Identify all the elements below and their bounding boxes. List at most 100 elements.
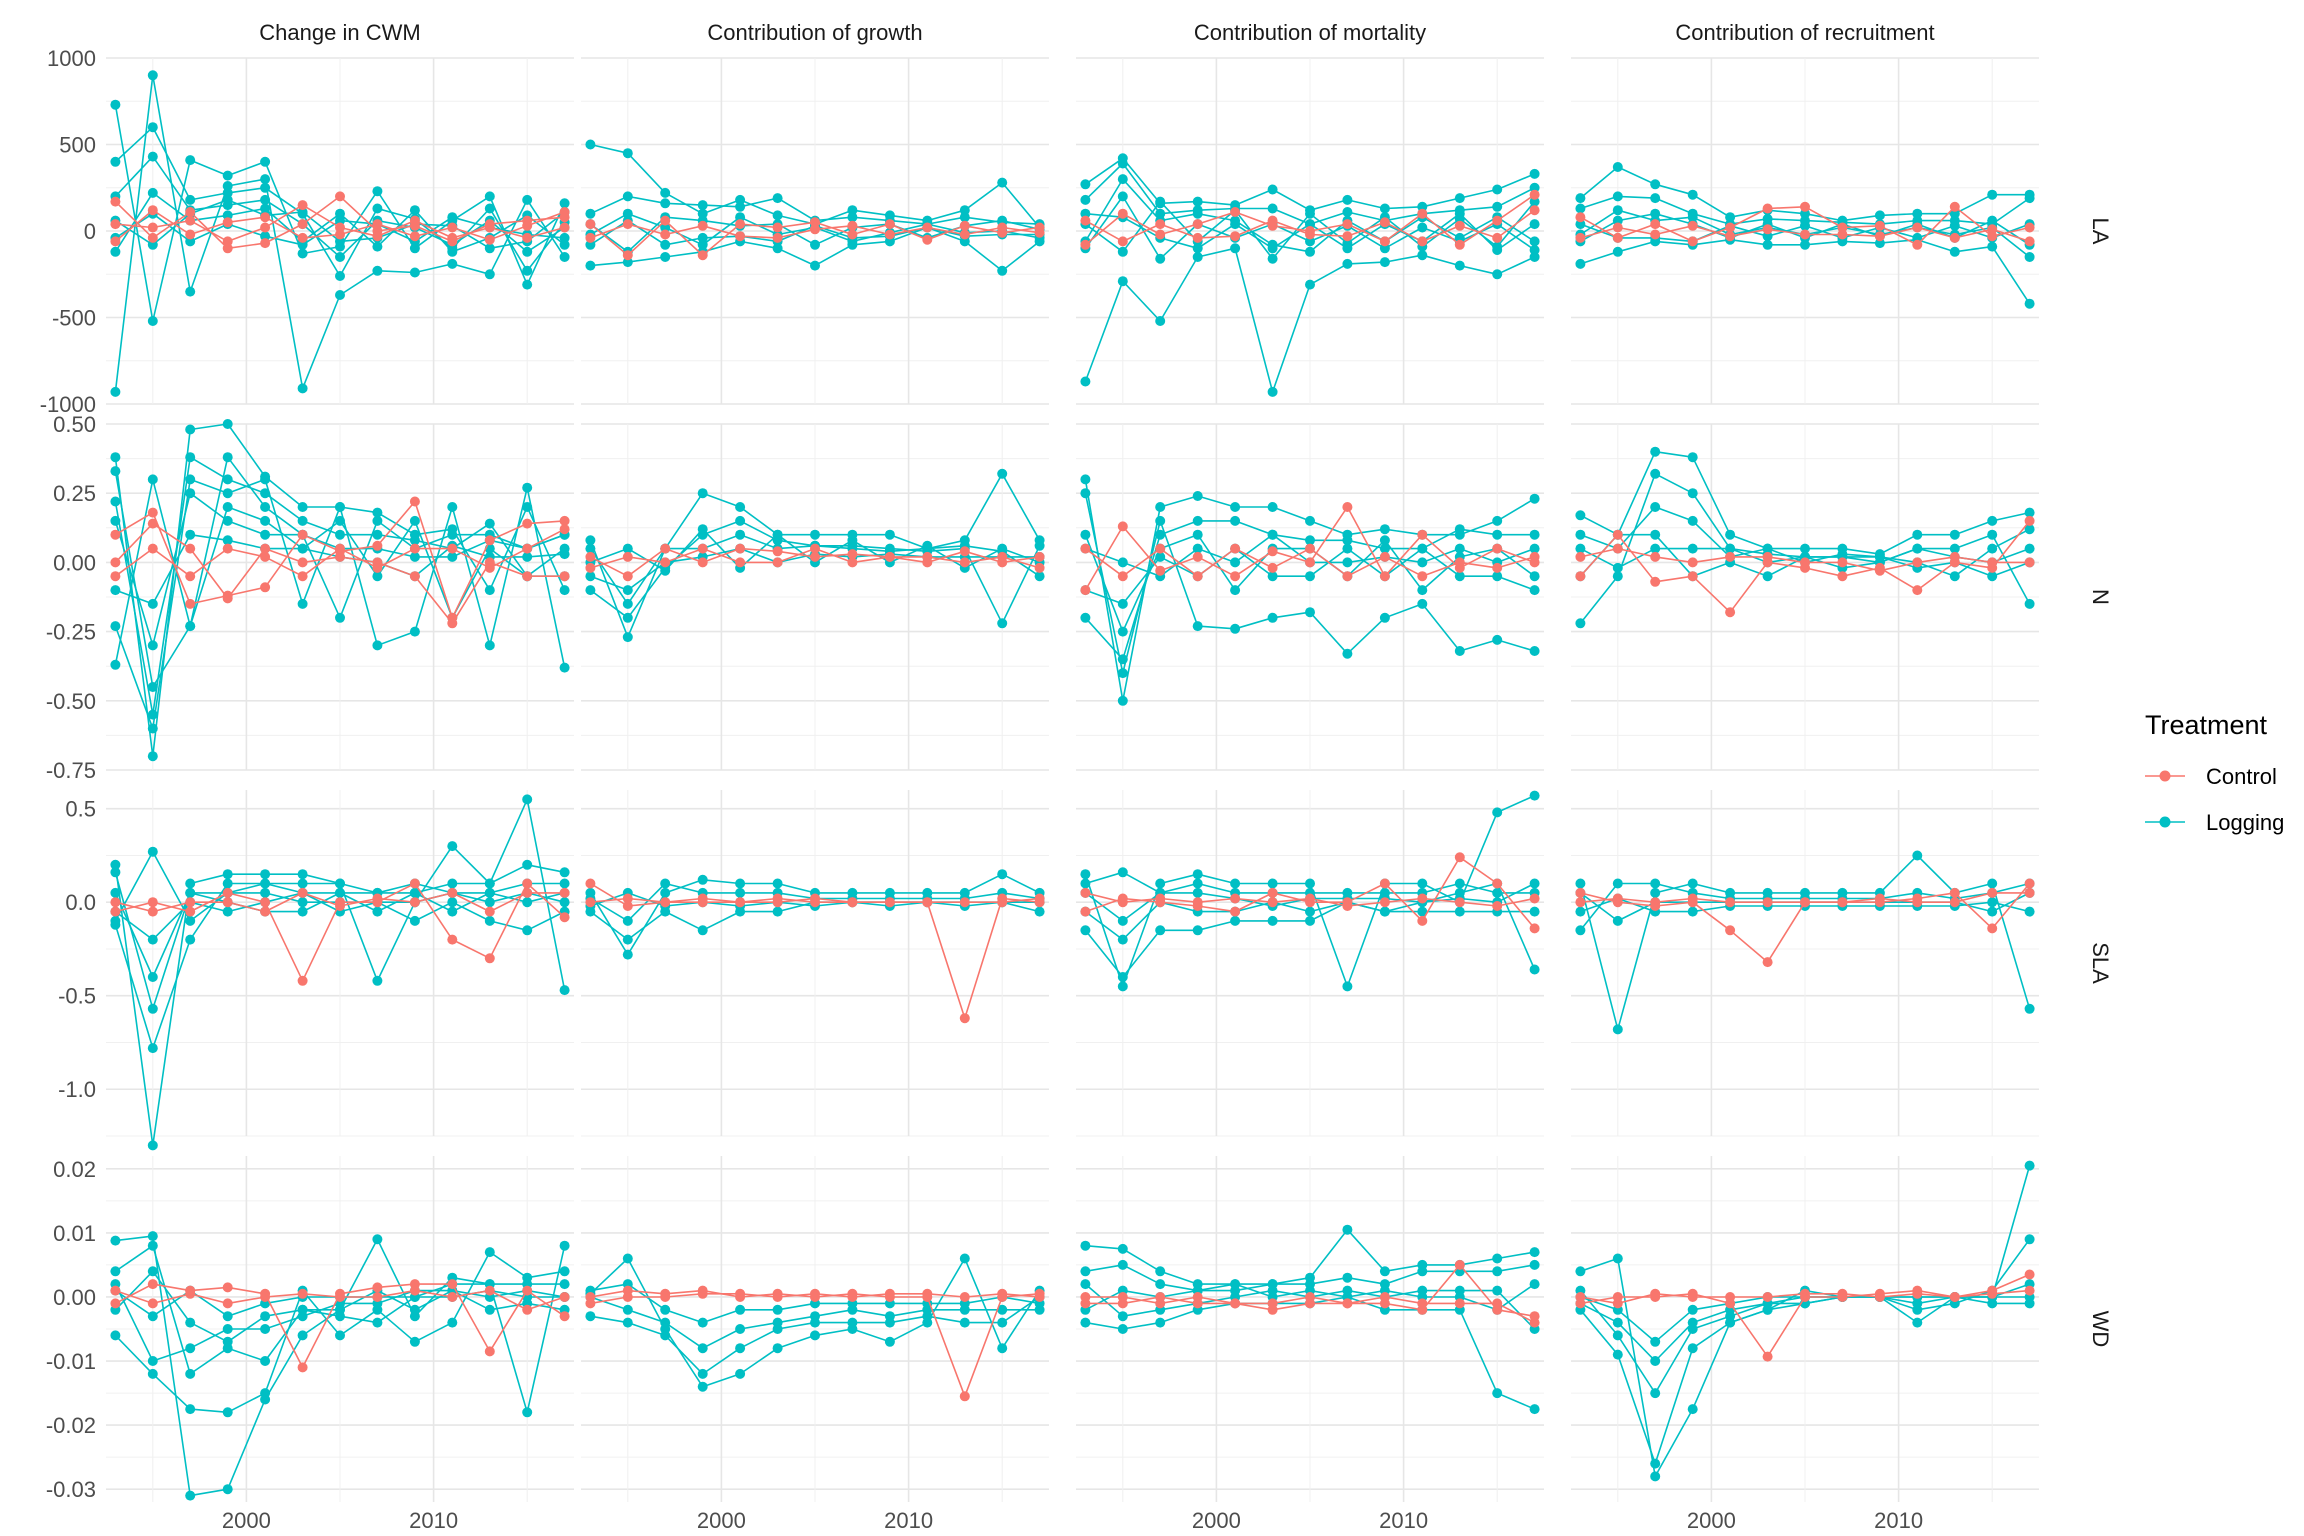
data-point xyxy=(1454,906,1465,917)
data-point xyxy=(1117,208,1128,219)
data-point xyxy=(660,198,671,209)
data-point xyxy=(559,1266,570,1277)
data-point xyxy=(622,901,633,911)
data-point xyxy=(1230,543,1241,554)
data-point xyxy=(147,897,158,908)
data-point xyxy=(1612,543,1623,554)
data-point xyxy=(147,1140,158,1151)
data-point xyxy=(959,1317,970,1328)
data-point xyxy=(260,543,271,554)
data-point xyxy=(1492,1253,1503,1264)
data-point xyxy=(185,906,196,917)
data-point xyxy=(660,543,671,554)
data-point xyxy=(1575,571,1586,582)
data-point xyxy=(110,236,121,247)
data-point xyxy=(484,1346,495,1357)
data-point xyxy=(222,543,233,554)
data-point xyxy=(1305,571,1315,582)
data-point xyxy=(847,212,858,223)
data-point xyxy=(222,535,233,546)
data-point xyxy=(1342,194,1353,205)
data-point xyxy=(997,1317,1008,1328)
data-point xyxy=(585,208,596,219)
data-point xyxy=(297,543,308,554)
data-point xyxy=(484,915,495,926)
data-point xyxy=(997,265,1008,276)
data-point xyxy=(1117,867,1128,878)
data-point xyxy=(959,897,970,908)
data-point xyxy=(1837,897,1848,908)
data-point xyxy=(484,518,495,529)
data-point xyxy=(409,515,420,526)
data-point xyxy=(1155,515,1166,526)
data-point xyxy=(1155,565,1166,576)
series-logging xyxy=(110,452,570,720)
data-point xyxy=(697,1343,708,1354)
series-control xyxy=(110,887,570,917)
data-point xyxy=(622,543,633,554)
data-point xyxy=(735,887,746,898)
data-point xyxy=(1529,1404,1540,1415)
data-point xyxy=(1725,543,1736,554)
data-point xyxy=(1612,215,1623,226)
data-point xyxy=(1305,878,1315,889)
y-tick-label: -0.03 xyxy=(46,1477,96,1502)
data-point xyxy=(1454,543,1465,554)
x-tick-label: 2010 xyxy=(1379,1508,1428,1533)
data-point xyxy=(559,985,570,996)
data-point xyxy=(372,241,383,252)
data-point xyxy=(484,222,495,233)
data-point xyxy=(522,220,533,231)
data-point xyxy=(1687,557,1698,568)
data-point xyxy=(1912,239,1923,250)
data-point xyxy=(522,1285,533,1296)
data-point xyxy=(522,1407,533,1418)
data-point xyxy=(1650,229,1661,240)
data-point xyxy=(1192,243,1203,254)
data-point xyxy=(959,557,970,568)
data-point xyxy=(447,1292,458,1302)
data-point xyxy=(1612,222,1623,233)
data-point xyxy=(260,906,271,917)
data-point xyxy=(1454,193,1465,204)
data-point xyxy=(884,1311,895,1322)
data-point xyxy=(622,250,633,261)
data-point xyxy=(447,258,458,269)
data-point xyxy=(110,621,121,632)
data-point xyxy=(1117,626,1128,637)
data-point xyxy=(522,246,533,257)
data-point xyxy=(222,1298,233,1309)
data-point xyxy=(1949,897,1960,908)
data-point xyxy=(1612,562,1623,573)
data-point xyxy=(185,424,196,435)
data-point xyxy=(1612,1298,1623,1309)
data-point xyxy=(735,201,746,212)
data-point xyxy=(1529,189,1540,200)
series-control xyxy=(1575,220,2035,247)
data-point xyxy=(409,205,420,216)
data-point xyxy=(1987,215,1998,226)
data-point xyxy=(697,208,708,219)
data-point xyxy=(1762,551,1773,562)
data-point xyxy=(147,222,158,233)
data-point xyxy=(1230,1279,1241,1290)
series-control xyxy=(585,893,1045,908)
data-point xyxy=(1725,925,1736,936)
data-point xyxy=(1529,236,1540,247)
data-point xyxy=(1454,1298,1465,1309)
data-point xyxy=(484,234,495,245)
data-point xyxy=(260,203,271,214)
data-point xyxy=(1117,981,1128,992)
data-point xyxy=(147,205,158,216)
data-point xyxy=(997,1343,1008,1354)
data-point xyxy=(409,897,420,908)
data-point xyxy=(409,215,420,226)
row-strip-label: N xyxy=(2088,589,2113,605)
data-point xyxy=(260,1324,271,1334)
data-point xyxy=(1762,897,1773,908)
data-point xyxy=(772,243,783,254)
data-point xyxy=(297,1288,308,1299)
data-point xyxy=(1117,236,1128,247)
data-point xyxy=(110,1298,121,1309)
data-point xyxy=(697,1288,708,1299)
